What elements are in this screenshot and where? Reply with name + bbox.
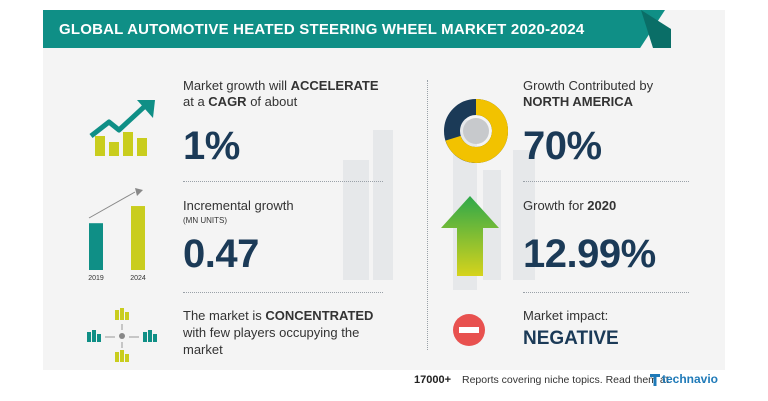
region-line-1: Growth Contributed by [523, 78, 654, 93]
market-line-2: with few players occupying the [183, 325, 360, 340]
column-divider [427, 80, 428, 350]
growth-chart-icon [89, 100, 155, 156]
growth2020-year: 2020 [587, 198, 617, 213]
footer-brand-link[interactable]: technavio [662, 372, 719, 386]
incremental-year-2019: 2019 [88, 275, 104, 282]
right-divider-1 [523, 181, 689, 182]
concentrated-market-icon [87, 308, 157, 362]
cagr-line-2-suffix: of about [246, 94, 298, 109]
incremental-bar-2019 [89, 223, 103, 270]
page-title: GLOBAL AUTOMOTIVE HEATED STEERING WHEEL … [59, 21, 585, 38]
growth2020-label-prefix: Growth for [523, 198, 588, 213]
bar-chart-icon: 2019 2024 [88, 188, 146, 282]
donut-share-arc [444, 99, 508, 163]
donut-chart-icon [444, 99, 508, 163]
cagr-line-1: Market growth will ACCELERATE [183, 78, 379, 93]
region-line-2: NORTH AMERICA [523, 94, 634, 109]
market-line-1: The market is CONCENTRATED [183, 308, 373, 323]
incremental-unit: (MN UNITS) [183, 216, 227, 225]
footer-report-count: 17000+ [414, 374, 452, 386]
market-concentrated: CONCENTRATED [265, 308, 374, 323]
cagr-line-2: at a CAGR of about [183, 94, 297, 109]
growth2020-value: 12.99% [523, 232, 656, 276]
incremental-bar-2024 [131, 206, 145, 270]
cagr-line-1-prefix: Market growth will [183, 78, 291, 93]
left-divider-1 [183, 181, 383, 182]
minus-circle-icon [453, 314, 485, 346]
growth2020-label: Growth for 2020 [523, 198, 616, 213]
region-value: 70% [523, 124, 602, 168]
up-arrow-icon [441, 196, 499, 276]
impact-value: NEGATIVE [523, 328, 619, 349]
footer: 17000+ Reports covering niche topics. Re… [43, 370, 725, 390]
infographic-card: GLOBAL AUTOMOTIVE HEATED STEERING WHEEL … [43, 10, 725, 390]
impact-label: Market impact: [523, 308, 609, 323]
incremental-value: 0.47 [183, 232, 259, 276]
incremental-label: Incremental growth [183, 198, 294, 213]
cagr-line-2-prefix: at a [183, 94, 209, 109]
cagr-value: 1% [183, 124, 240, 168]
left-divider-2 [183, 292, 383, 293]
incremental-year-2024: 2024 [130, 275, 146, 282]
market-line-3: market [183, 342, 223, 357]
footer-text: Reports covering niche topics. Read them… [462, 374, 669, 386]
right-divider-2 [523, 292, 689, 293]
market-line-1-prefix: The market is [183, 308, 266, 323]
header-banner: GLOBAL AUTOMOTIVE HEATED STEERING WHEEL … [43, 10, 665, 48]
cagr-label: CAGR [208, 94, 247, 109]
cagr-accelerate: ACCELERATE [290, 78, 379, 93]
technavio-logo-icon [650, 374, 660, 386]
